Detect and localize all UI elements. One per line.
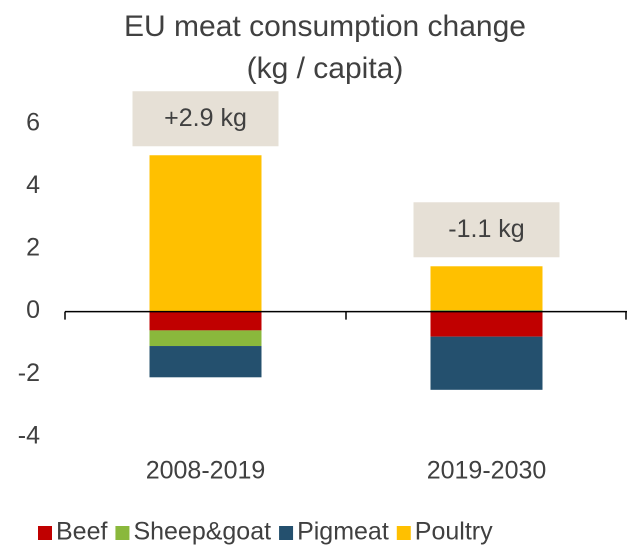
legend-label: Poultry [415,518,493,546]
bar-segment [149,155,262,312]
legend-label: Sheep&goat [133,518,271,546]
y-tick-label: -2 [18,359,40,387]
bar-segment [430,311,543,337]
bar-segment [149,330,262,347]
legend-swatch [396,526,411,540]
chart-title: EU meat consumption change [124,10,526,43]
y-tick-label: 6 [26,109,40,137]
legend-swatch [115,526,130,540]
bar-segment [430,266,543,311]
bar-segment [149,311,262,331]
bar-segment [430,310,543,312]
annotation-box [413,202,560,258]
y-tick-label: 2 [26,234,40,262]
y-tick-label: 0 [26,296,40,324]
legend-label: Beef [56,518,107,546]
annotation-box [132,91,279,147]
annotation: -1.1 kg [448,215,524,243]
legend-swatch [279,526,294,540]
legend-swatch [38,526,52,540]
y-tick-label: -4 [18,421,40,449]
bar-segment [149,346,262,378]
x-tick-label: 2019-2030 [427,457,547,485]
chart-subtitle: (kg / capita) [247,52,404,85]
bar-segment [430,336,543,390]
legend-label: Pigmeat [297,518,389,546]
y-tick-label: 4 [26,171,40,199]
x-tick-label: 2008-2019 [146,457,266,485]
annotation: +2.9 kg [164,104,247,132]
